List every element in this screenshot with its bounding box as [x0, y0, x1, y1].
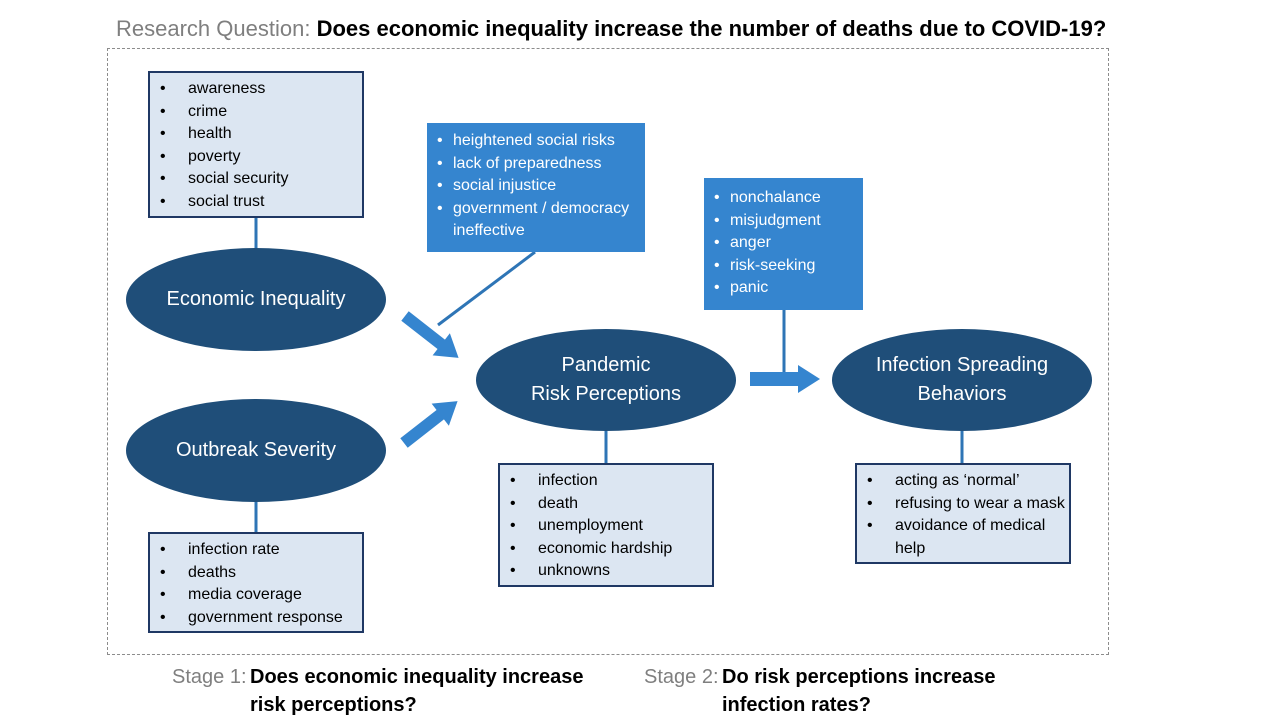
- list-item: heightened social risks: [427, 130, 645, 153]
- list-item: social trust: [150, 191, 362, 214]
- moderators-box-1: heightened social risks lack of prepared…: [427, 123, 645, 252]
- behaviors-box: acting as ‘normal’ refusing to wear a ma…: [855, 463, 1071, 564]
- list-item: deaths: [150, 562, 362, 585]
- list-item: nonchalance: [704, 187, 863, 210]
- list-item: anger: [704, 232, 863, 255]
- list-item: crime: [150, 101, 362, 124]
- node-pandemic-risk-perceptions: Pandemic Risk Perceptions: [476, 329, 736, 431]
- list-item: unemployment: [500, 515, 712, 538]
- node-infection-spreading-behaviors: Infection Spreading Behaviors: [832, 329, 1092, 431]
- list-item: acting as ‘normal’: [857, 470, 1069, 493]
- list-item: poverty: [150, 146, 362, 169]
- risk-types-box: infection death unemployment economic ha…: [498, 463, 714, 587]
- arrow-severity-to-risk: [400, 401, 458, 448]
- list-item: avoidance of medical help: [857, 515, 1069, 560]
- arrow-risk-to-behaviors: [750, 365, 820, 393]
- node-outbreak-severity: Outbreak Severity: [126, 399, 386, 502]
- inequality-factors-box: awareness crime health poverty social se…: [148, 71, 364, 218]
- stage-1-question: Does economic inequality increase risk p…: [250, 666, 584, 716]
- list-item: social security: [150, 168, 362, 191]
- arrow-inequality-to-risk: [401, 311, 459, 358]
- research-question-label: Research Question:: [116, 16, 311, 41]
- list-item: social injustice: [427, 175, 645, 198]
- list-item: infection rate: [150, 539, 362, 562]
- list-item: infection: [500, 470, 712, 493]
- list-item: health: [150, 123, 362, 146]
- diagram-frame: [107, 48, 1109, 655]
- list-item: unknowns: [500, 560, 712, 583]
- research-question-text: Does economic inequality increase the nu…: [316, 16, 1107, 41]
- stage-2-question: Do risk perceptions increase infection r…: [722, 666, 996, 716]
- list-item: death: [500, 493, 712, 516]
- research-question: Research Question: Does economic inequal…: [116, 16, 1106, 42]
- list-item: awareness: [150, 78, 362, 101]
- list-item: misjudgment: [704, 210, 863, 233]
- list-item: government / democracy ineffective: [427, 198, 645, 243]
- list-item: panic: [704, 277, 863, 300]
- list-item: refusing to wear a mask: [857, 493, 1069, 516]
- stage-1-label: Stage 1:: [172, 666, 247, 688]
- list-item: lack of preparedness: [427, 153, 645, 176]
- moderators-box-2: nonchalance misjudgment anger risk-seeki…: [704, 178, 863, 310]
- list-item: risk-seeking: [704, 255, 863, 278]
- list-item: media coverage: [150, 584, 362, 607]
- severity-factors-box: infection rate deaths media coverage gov…: [148, 532, 364, 633]
- node-economic-inequality: Economic Inequality: [126, 248, 386, 351]
- list-item: government response: [150, 607, 362, 630]
- stage-2-label: Stage 2:: [644, 666, 719, 688]
- connector-moderators-1: [437, 250, 536, 327]
- list-item: economic hardship: [500, 538, 712, 561]
